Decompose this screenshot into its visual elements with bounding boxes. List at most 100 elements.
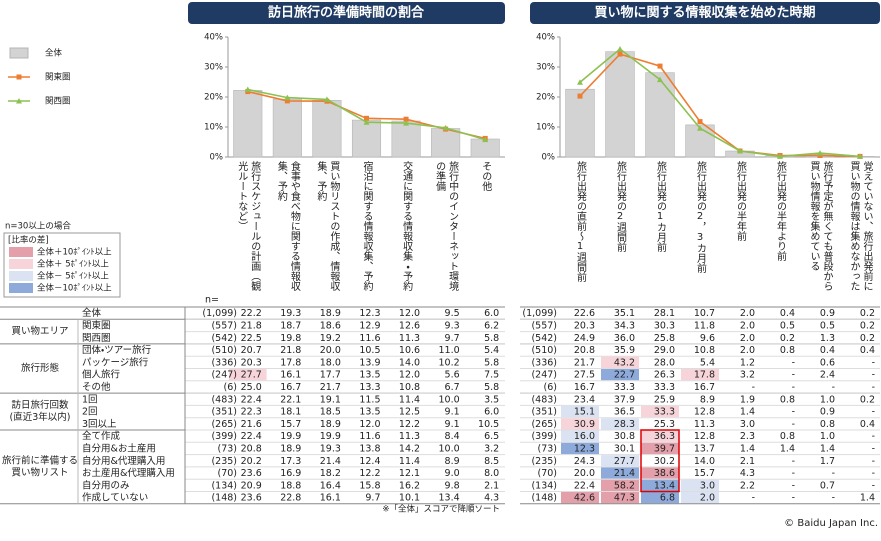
cell: 12.6 [399,320,420,331]
category-slot: 旅行出発の1カ月前 [640,161,680,297]
cell: 2.0 [700,493,715,504]
header-bar [188,2,505,24]
legend-marker [16,98,22,104]
cell: 23.6 [241,468,262,479]
cell: 18.1 [280,407,301,418]
x-category-label: 旅行出発の2週間前 [614,161,626,252]
cell: - [872,357,875,368]
marker [857,153,863,159]
cell: 34.3 [614,320,635,331]
cell: 30.3 [654,320,675,331]
cell: 6.8 [660,493,675,504]
n-value: (148) [211,493,237,504]
cell: 22.8 [280,493,301,504]
cell: 0.4 [780,308,795,319]
cell: 21.7 [320,382,341,393]
cell-highlight [601,369,639,381]
cell: 10.0 [438,394,459,405]
cell: 18.7 [280,320,301,331]
cell: 14.0 [694,456,715,467]
cell-highlight [681,492,719,504]
cell: 9.1 [445,419,460,430]
cell: 11.3 [399,333,420,344]
cell: 0.7 [820,480,835,491]
cell: 8.5 [484,456,499,467]
cell: - [872,370,875,381]
cell: - [872,431,875,442]
cell: 35.9 [614,345,635,356]
cell: 6.0 [484,308,499,319]
cell: 25.9 [654,394,675,405]
cell-highlight [229,369,267,381]
cell: - [792,382,795,393]
cell: 10.0 [438,443,459,454]
x-category-label: 旅行出発の直前〜1週間前 [574,161,586,282]
marker [697,125,703,131]
cell: 30.1 [614,443,635,454]
n-value: (542) [531,333,557,344]
cell: 0.9 [820,407,835,418]
cell-highlight [641,430,679,442]
cell: 2.4 [820,370,835,381]
cell: 23.4 [574,394,595,405]
cell: 15.8 [359,480,380,491]
cell: 8.0 [484,468,499,479]
cell: 11.0 [438,345,459,356]
cell: - [872,407,875,418]
cell-highlight [601,467,639,479]
cell: 17.8 [280,357,301,368]
cell: 12.4 [359,456,380,467]
n-value: (351) [531,407,557,418]
cell: 6.5 [484,431,499,442]
cell: 19.8 [280,333,301,344]
bar [565,88,595,158]
cell: 16.1 [320,493,341,504]
marker [363,119,370,125]
n-value: (70) [217,468,237,479]
cell: 1.0 [820,431,835,442]
cell: 4.3 [740,468,755,479]
cell: 11.6 [359,333,380,344]
cell: 11.4 [399,456,420,467]
y-tick-label: 20% [204,93,223,103]
cell: 10.7 [694,308,715,319]
cell: 11.3 [694,419,715,430]
cell: 9.7 [445,333,460,344]
cell: 18.0 [320,357,341,368]
cell: 18.9 [280,443,301,454]
cell: 1.4 [740,407,755,418]
header-bar [530,2,880,24]
cell: 58.2 [614,480,635,491]
cell: 9.0 [445,468,460,479]
cell: 1.0 [820,394,835,405]
y-tick-label: 30% [536,63,555,73]
marker [403,120,410,126]
cell-highlight [561,430,599,442]
diff-swatch [9,259,33,269]
cell: - [792,468,795,479]
cell: 17.7 [320,370,341,381]
x-category-label: その他 [479,161,491,191]
cell: 21.8 [241,320,262,331]
legend-label: 関西圏 [45,97,71,107]
cell-highlight [601,455,639,467]
cell: - [872,443,875,454]
cell: 5.4 [700,357,715,368]
cell: 1.4 [820,443,835,454]
cell: 5.8 [484,333,499,344]
cell: 18.8 [280,480,301,491]
cell: 22.6 [574,308,595,319]
cell: 1.3 [820,333,835,344]
x-category-label: 交通に関する情報収集・予約 [400,161,412,291]
cell: 0.6 [820,357,835,368]
legend-swatch [9,47,29,59]
cell: 11.3 [399,431,420,442]
emphasis-box [640,429,680,493]
marker [442,124,449,131]
group-label: 買い物エリア [11,325,68,337]
cell: 30.8 [614,431,635,442]
cell: 33.3 [654,407,675,418]
cell: 3.5 [484,394,499,405]
n-value: (6) [224,382,237,393]
